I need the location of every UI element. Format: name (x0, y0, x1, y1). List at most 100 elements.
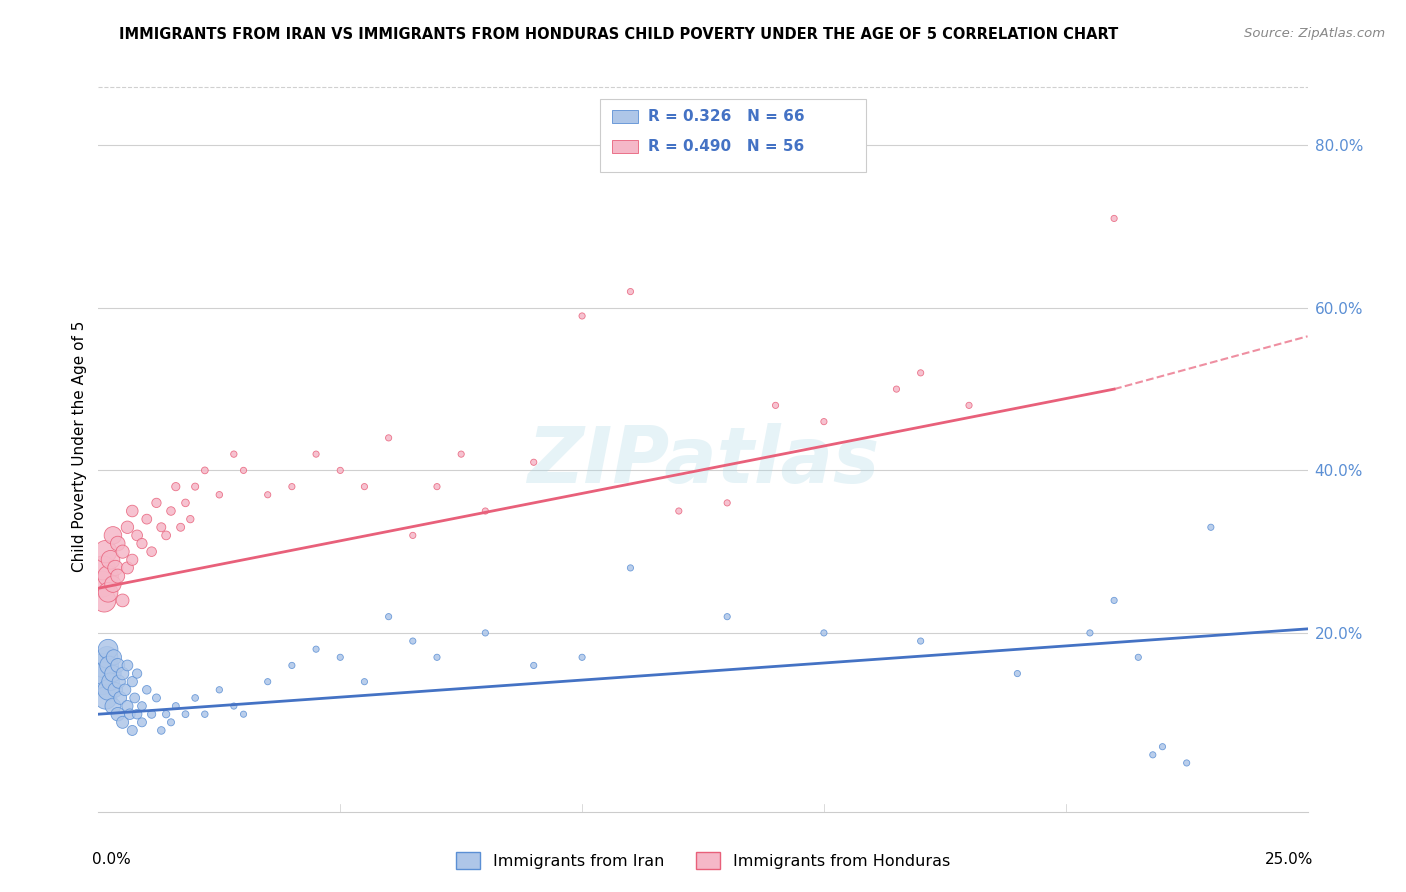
Point (426, 650, 449, 665)
Point (141, 544, 163, 558)
Point (377, 431, 399, 445)
Point (91, 658, 114, 673)
Point (127, 666, 149, 681)
Point (474, 626, 496, 640)
Point (114, 682, 136, 697)
Point (305, 642, 328, 657)
Point (184, 480, 207, 494)
Point (91, 577, 114, 591)
Point (1128, 650, 1150, 665)
Point (97, 682, 120, 697)
Text: R = 0.490   N = 56: R = 0.490 N = 56 (648, 138, 804, 153)
Point (377, 609, 399, 624)
Point (145, 496, 167, 510)
Point (91, 674, 114, 689)
Point (101, 666, 124, 681)
Point (571, 650, 593, 665)
Point (127, 528, 149, 542)
Point (94, 690, 117, 705)
Point (121, 723, 143, 738)
Point (281, 480, 304, 494)
Point (97, 569, 120, 583)
Point (100, 553, 122, 567)
Point (1102, 593, 1125, 607)
Point (107, 674, 129, 689)
Point (101, 699, 124, 714)
Point (124, 690, 146, 705)
Point (765, 398, 787, 412)
Point (256, 488, 278, 502)
Text: 25.0%: 25.0% (1265, 852, 1313, 867)
Point (402, 528, 425, 542)
Point (813, 415, 835, 429)
Text: IMMIGRANTS FROM IRAN VS IMMIGRANTS FROM HONDURAS CHILD POVERTY UNDER THE AGE OF : IMMIGRANTS FROM IRAN VS IMMIGRANTS FROM … (120, 27, 1118, 42)
Point (121, 553, 143, 567)
Point (117, 520, 139, 534)
Point (117, 561, 139, 575)
Point (208, 682, 231, 697)
Point (104, 561, 127, 575)
Point (117, 699, 139, 714)
Point (571, 309, 593, 323)
Point (1199, 520, 1222, 534)
Point (135, 512, 157, 526)
Point (910, 366, 932, 380)
Point (329, 463, 352, 477)
Point (121, 674, 143, 689)
Text: 0.0%: 0.0% (93, 852, 131, 867)
Point (111, 593, 134, 607)
Point (100, 674, 122, 689)
Point (450, 447, 472, 461)
Point (222, 699, 245, 714)
Point (155, 707, 177, 722)
Point (232, 463, 254, 477)
Point (145, 690, 167, 705)
Point (194, 707, 217, 722)
Point (111, 666, 134, 681)
Point (256, 674, 278, 689)
Point (111, 544, 134, 558)
Point (150, 723, 173, 738)
Point (121, 504, 143, 518)
Point (1142, 747, 1164, 762)
Point (281, 658, 304, 673)
Point (135, 682, 157, 697)
Point (91, 561, 114, 575)
Text: R = 0.326   N = 66: R = 0.326 N = 66 (648, 110, 804, 124)
Point (619, 285, 641, 299)
Point (117, 658, 139, 673)
FancyBboxPatch shape (613, 111, 638, 123)
Point (103, 650, 125, 665)
Point (98, 658, 121, 673)
FancyBboxPatch shape (600, 99, 866, 171)
Point (165, 699, 187, 714)
Point (150, 520, 173, 534)
Point (305, 447, 328, 461)
Point (127, 707, 149, 722)
Point (474, 504, 496, 518)
Point (118, 707, 141, 722)
Point (107, 536, 129, 550)
FancyBboxPatch shape (613, 139, 638, 153)
Point (1102, 211, 1125, 226)
Point (141, 707, 163, 722)
Point (97, 585, 120, 599)
Point (111, 715, 134, 730)
Point (813, 626, 835, 640)
Point (523, 658, 546, 673)
Point (107, 658, 129, 673)
Y-axis label: Child Poverty Under the Age of 5: Child Poverty Under the Age of 5 (72, 320, 87, 572)
Point (93, 593, 115, 607)
Point (194, 463, 217, 477)
Point (619, 561, 641, 575)
Point (96, 650, 118, 665)
Point (93, 666, 115, 681)
Point (169, 520, 191, 534)
Point (222, 447, 245, 461)
Point (184, 690, 207, 705)
Point (174, 496, 197, 510)
Text: Source: ZipAtlas.com: Source: ZipAtlas.com (1244, 27, 1385, 40)
Point (107, 569, 129, 583)
Point (402, 634, 425, 648)
Point (716, 496, 738, 510)
